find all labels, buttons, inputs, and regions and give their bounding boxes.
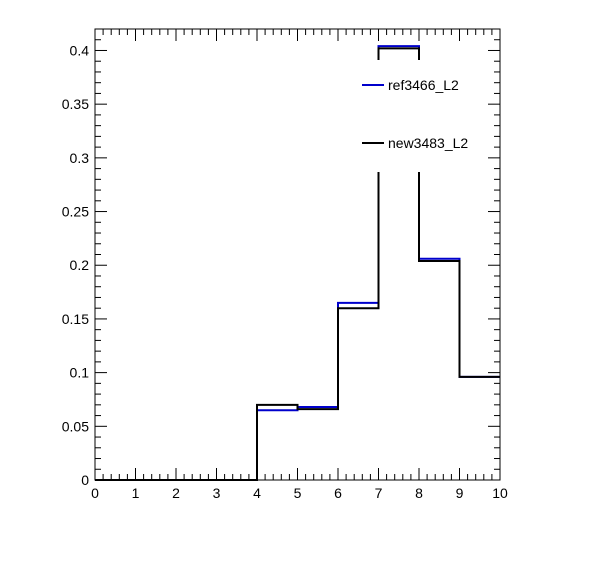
y-tick-label: 0.2 <box>70 257 90 273</box>
y-tick-label: 0.4 <box>70 42 90 58</box>
legend-box <box>355 60 485 172</box>
x-tick-label: 5 <box>294 485 302 501</box>
y-tick-label: 0 <box>81 472 89 488</box>
x-tick-label: 6 <box>334 485 342 501</box>
y-tick-label: 0.1 <box>70 365 90 381</box>
x-tick-label: 0 <box>91 485 99 501</box>
y-tick-label: 0.3 <box>70 150 90 166</box>
x-tick-label: 8 <box>415 485 423 501</box>
x-tick-label: 4 <box>253 485 261 501</box>
y-tick-label: 0.35 <box>62 96 89 112</box>
legend-label-2: new3483_L2 <box>388 135 468 151</box>
series-layer <box>95 45 500 481</box>
x-tick-label: 3 <box>213 485 221 501</box>
y-tick-label: 0.05 <box>62 418 89 434</box>
x-tick-label: 10 <box>492 485 508 501</box>
x-tick-label: 9 <box>456 485 464 501</box>
legend-label-1: ref3466_L2 <box>388 77 459 93</box>
legend: ref3466_L2 new3483_L2 <box>355 60 485 172</box>
y-tick-label: 0.25 <box>62 204 89 220</box>
x-tick-label: 2 <box>172 485 180 501</box>
x-tick-label: 1 <box>132 485 140 501</box>
y-axis-ticks: 0 0.05 0.1 0.15 0.2 0.25 0.3 0.35 0.4 <box>62 28 500 488</box>
x-tick-label: 7 <box>375 485 383 501</box>
y-tick-label: 0.15 <box>62 311 89 327</box>
series-line-2 <box>95 47 500 481</box>
